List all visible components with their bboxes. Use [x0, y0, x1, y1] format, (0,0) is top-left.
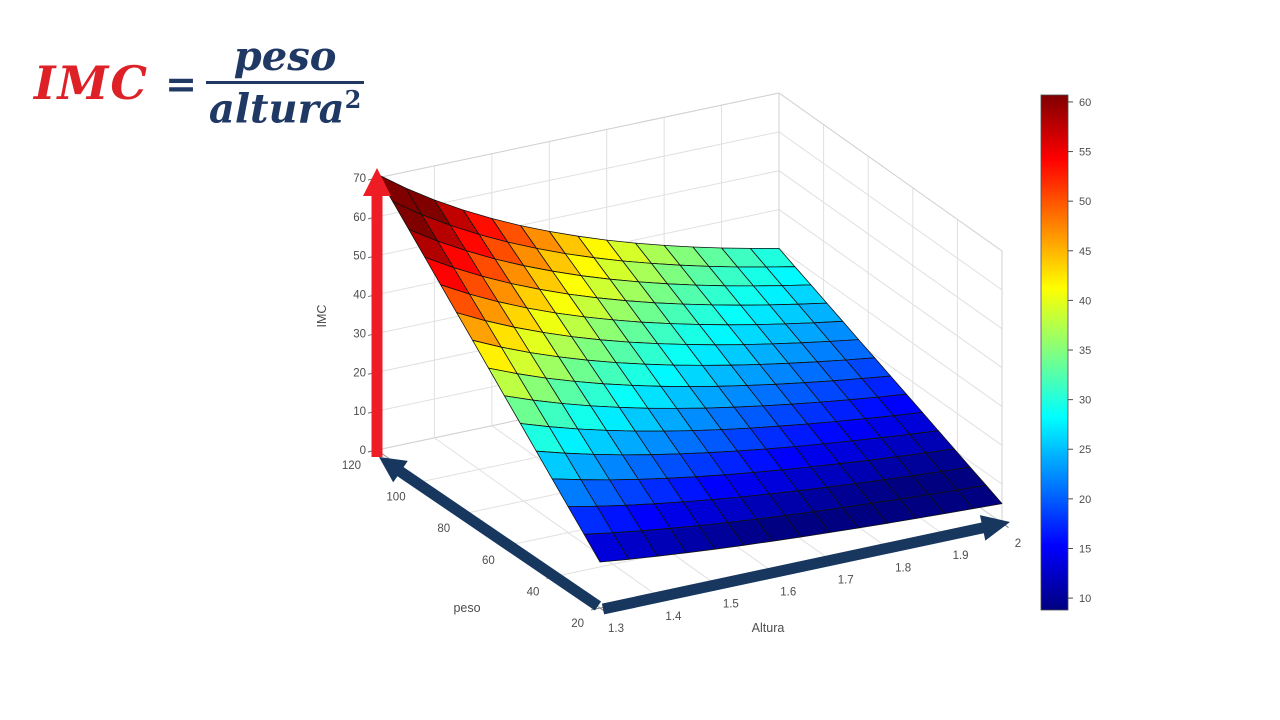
y-tick-label: 60: [482, 555, 495, 567]
x-tick-label: 1.8: [895, 562, 911, 574]
y-axis-title: peso: [453, 601, 480, 615]
z-tick-label: 70: [353, 173, 366, 185]
surface-face: [583, 532, 630, 563]
formula-fraction: peso altura2: [205, 33, 365, 132]
z-tick-label: 30: [353, 328, 366, 340]
y-tick-label: 100: [386, 492, 405, 504]
colorbar-tick-label: 60: [1079, 97, 1091, 109]
formula-numerator: peso: [233, 33, 337, 80]
y-tick-label: 120: [342, 460, 361, 472]
x-axis-ticks: 1.3 1.4 1.5 1.6 1.7 1.8 1.9 2: [608, 538, 1021, 635]
x-tick-label: 1.4: [665, 611, 682, 623]
z-tick-label: 0: [360, 445, 366, 457]
z-tick-label: 20: [353, 367, 366, 379]
z-tick-label: 60: [353, 212, 366, 224]
x-tick-label: 1.7: [838, 574, 854, 586]
colorbar-tick-label: 20: [1079, 494, 1091, 506]
colorbar-tick-label: 35: [1079, 345, 1091, 357]
z-tick-label: 50: [353, 251, 366, 263]
colorbar-gradient: [1040, 94, 1069, 611]
colorbar-tick-label: 45: [1079, 246, 1091, 258]
y-tick-label: 20: [571, 618, 584, 630]
x-axis-title: Altura: [752, 621, 785, 635]
y-tick-label: 40: [527, 586, 540, 598]
x-tick-label: 1.9: [953, 550, 969, 562]
y-axis-ticks: 20 40 60 80 100 120: [342, 460, 584, 630]
formula-fraction-bar: [205, 81, 365, 84]
z-tick-label: 40: [353, 290, 366, 302]
colorbar-tick-label: 50: [1079, 196, 1091, 208]
formula-exponent: 2: [344, 85, 362, 114]
altura-axis-arrow: [601, 515, 1010, 615]
surface-mesh: [376, 173, 1003, 563]
formula-imc: IMC = peso altura2: [34, 33, 365, 132]
colorbar-tick-label: 25: [1079, 444, 1091, 456]
z-axis-title: IMC: [315, 305, 329, 328]
imc-axis-arrow: [363, 168, 391, 457]
x-tick-label: 1.3: [608, 623, 624, 635]
colorbar: 60 55 50 45 40 35 30 25 20 15 10: [1040, 94, 1091, 611]
peso-axis-arrow: [379, 457, 602, 611]
formula-denominator: altura2: [209, 86, 361, 132]
formula-lhs: IMC: [34, 56, 150, 111]
x-tick-label: 1.6: [780, 587, 796, 599]
y-tick-label: 80: [437, 523, 450, 535]
formula-denominator-base: altura: [208, 85, 345, 133]
x-tick-label: 2: [1015, 538, 1021, 550]
colorbar-tick-label: 10: [1079, 593, 1091, 605]
axis-arrows: [363, 168, 1010, 615]
colorbar-tick-label: 55: [1079, 147, 1091, 159]
x-tick-label: 1.5: [723, 599, 739, 611]
z-tick-label: 10: [353, 406, 366, 418]
colorbar-tick-label: 15: [1079, 543, 1091, 555]
z-axis-ticks: 0 10 20 30 40 50 60 70: [353, 173, 366, 457]
colorbar-tick-label: 30: [1079, 395, 1091, 407]
colorbar-tick-label: 40: [1079, 295, 1091, 307]
formula-equals: =: [165, 60, 197, 106]
